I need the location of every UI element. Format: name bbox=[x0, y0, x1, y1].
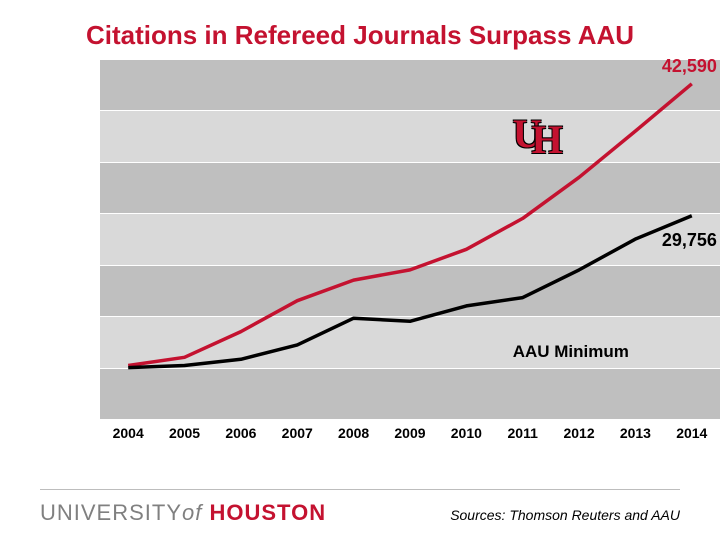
x-tick: 2011 bbox=[495, 425, 551, 441]
chart-area: 2004200520062007200820092010201120122013… bbox=[100, 59, 720, 449]
x-axis: 2004200520062007200820092010201120122013… bbox=[100, 425, 720, 441]
university-word: UNIVERSITY bbox=[40, 500, 182, 525]
end-label-uh: 42,590 bbox=[662, 56, 717, 77]
chart-lines bbox=[100, 59, 720, 419]
aau-minimum-label: AAU Minimum bbox=[513, 342, 629, 362]
houston-word: HOUSTON bbox=[210, 500, 327, 525]
of-word: of bbox=[182, 500, 209, 525]
university-logo-text: UNIVERSITYof HOUSTON bbox=[40, 500, 326, 526]
end-label-aau-minimum: 29,756 bbox=[662, 230, 717, 251]
sources-text: Sources: Thomson Reuters and AAU bbox=[450, 507, 680, 523]
x-tick: 2008 bbox=[325, 425, 381, 441]
chart-title: Citations in Refereed Journals Surpass A… bbox=[0, 0, 720, 59]
x-tick: 2004 bbox=[100, 425, 156, 441]
uh-logo-icon: UH bbox=[513, 110, 557, 157]
x-tick: 2007 bbox=[269, 425, 325, 441]
x-tick: 2006 bbox=[213, 425, 269, 441]
footer: UNIVERSITYof HOUSTON Sources: Thomson Re… bbox=[40, 489, 680, 526]
series-line-uh bbox=[128, 84, 692, 366]
x-tick: 2014 bbox=[664, 425, 720, 441]
x-tick: 2012 bbox=[551, 425, 607, 441]
x-tick: 2009 bbox=[382, 425, 438, 441]
x-tick: 2013 bbox=[607, 425, 663, 441]
x-tick: 2005 bbox=[156, 425, 212, 441]
x-tick: 2010 bbox=[438, 425, 494, 441]
uh-logo-h: H bbox=[532, 117, 557, 162]
